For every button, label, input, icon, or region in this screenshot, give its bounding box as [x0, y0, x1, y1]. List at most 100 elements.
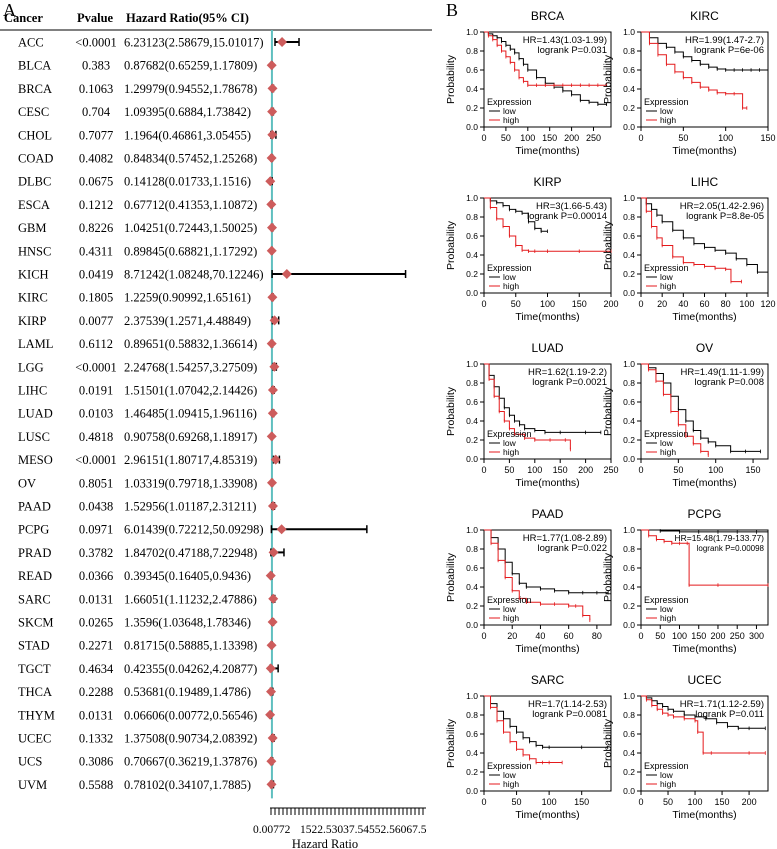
row-cancer-label: OV [18, 476, 36, 490]
hr-point [267, 501, 278, 511]
x-tick-label-start: 0.00772 [253, 824, 291, 836]
km-x-tick-label: 40 [535, 631, 545, 641]
km-title: OV [696, 341, 713, 355]
km-hr-text: HR=1.71(1.12-2.59) [680, 699, 764, 710]
km-panel-ucec: UCEC 0.0 0.2 0.4 0.6 0.8 1.0 0 50 100 150 200 Time(m… [602, 673, 769, 821]
km-x-tick-label: 0 [638, 133, 643, 143]
km-y-tick-label: 1.0 [623, 359, 635, 369]
hr-point [269, 315, 280, 326]
km-x-tick-label: 80 [592, 631, 602, 641]
km-x-tick-label: 150 [691, 631, 706, 641]
panel-letter-b: B [446, 0, 458, 20]
km-hr-text: HR=1.49(1.11-1.99) [680, 367, 764, 378]
row-pvalue: 0.0675 [79, 175, 113, 189]
km-title: SARC [531, 673, 565, 687]
km-x-axis-title: Time(months) [515, 477, 579, 489]
header-hazard-ratio: Hazard Ratio(95% CI) [126, 11, 249, 25]
km-legend-high: high [503, 115, 519, 125]
km-y-tick-label: 0.2 [466, 103, 478, 113]
km-x-axis-title: Time(months) [515, 809, 579, 821]
km-legend-low: low [503, 770, 517, 780]
km-frame [483, 363, 612, 460]
km-y-tick-label: 1.0 [466, 359, 478, 369]
km-y-tick-label: 0.8 [466, 378, 478, 388]
km-y-tick-label: 0.2 [623, 103, 635, 113]
km-legend-low: low [503, 106, 517, 116]
hr-point [276, 524, 287, 535]
km-y-tick-label: 0.2 [623, 767, 635, 777]
row-hr-ci: 2.37539(1.2571,4.48849) [124, 314, 251, 328]
km-legend-title: Expression [644, 429, 689, 439]
km-x-tick-label: 20 [657, 299, 667, 309]
row-cancer-label: DLBC [18, 175, 51, 189]
km-panel-kirc: KIRC 0.0 0.2 0.4 0.6 0.8 1.0 0 50 100 150 Time(mont… [602, 9, 776, 157]
km-y-tick-label: 0.8 [466, 46, 478, 56]
row-pvalue: 0.6112 [79, 337, 113, 351]
km-y-tick-label: 0.0 [623, 122, 635, 132]
km-y-tick-label: 0.8 [623, 378, 635, 388]
row-cancer-label: READ [18, 569, 52, 583]
km-frame [640, 363, 769, 460]
hr-point [265, 709, 276, 720]
km-x-axis-title: Time(months) [515, 145, 579, 157]
km-y-tick-label: 0.4 [623, 416, 635, 426]
km-x-tick-label: 0 [638, 631, 643, 641]
km-x-tick-label: 250 [586, 133, 601, 143]
row-hr-ci: 0.78102(0.34107,1.7885) [124, 778, 251, 792]
km-title: UCEC [687, 673, 721, 687]
km-legend-low: low [660, 106, 674, 116]
row-hr-ci: 0.89651(0.58832,1.36614) [124, 337, 257, 351]
km-x-tick-label: 0 [638, 299, 643, 309]
hr-point [266, 60, 277, 71]
km-x-tick-label: 20 [507, 631, 517, 641]
hr-point [267, 292, 278, 303]
km-x-tick-label: 100 [708, 465, 723, 475]
row-hr-ci: 0.87682(0.65259,1.17809) [124, 59, 257, 73]
km-panel-lihc: LIHC 0.0 0.2 0.4 0.6 0.8 1.0 0 20 40 60 80 100 120 Tim… [602, 175, 776, 323]
km-x-axis-title: Time(months) [672, 643, 736, 655]
km-logrank-text: logrank P=8.8e-05 [686, 211, 764, 222]
km-x-tick-label: 100 [718, 133, 733, 143]
x-axis-title: Hazard Ratio [292, 837, 358, 849]
km-y-tick-label: 1.0 [466, 27, 478, 37]
row-hr-ci: 0.53681(0.19489,1.4786) [124, 685, 251, 699]
km-y-tick-label: 0.8 [623, 46, 635, 56]
km-y-tick-label: 0.4 [466, 748, 478, 758]
km-logrank-text: logrank P=0.022 [538, 543, 607, 554]
km-panel-paad: PAAD 0.0 0.2 0.4 0.6 0.8 1.0 0 20 40 60 80 Time(mont… [445, 507, 612, 655]
hr-point [266, 477, 277, 488]
km-panel-sarc: SARC 0.0 0.2 0.4 0.6 0.8 1.0 0 50 100 150 Time(mont… [445, 673, 612, 821]
km-y-tick-label: 1.0 [466, 525, 478, 535]
row-hr-ci: 1.37508(0.90734,2.08392) [124, 732, 257, 746]
km-x-axis-title: Time(months) [515, 311, 579, 323]
km-x-tick-label: 50 [655, 631, 665, 641]
row-hr-ci: 0.39345(0.16405,0.9436) [124, 569, 251, 583]
km-y-axis-title: Probability [445, 552, 457, 602]
km-y-axis-title: Probability [445, 718, 457, 768]
km-x-tick-label: 150 [746, 465, 761, 475]
hr-point [267, 733, 278, 743]
km-y-tick-label: 0.8 [466, 212, 478, 222]
km-y-tick-label: 0.0 [623, 786, 635, 796]
km-x-tick-label: 0 [638, 797, 643, 807]
km-y-tick-label: 0.0 [623, 454, 635, 464]
km-logrank-text: logrank P=0.0081 [532, 709, 607, 720]
km-logrank-text: logrank P=6e-06 [694, 45, 764, 56]
header-cancer: Cancer [4, 11, 43, 25]
km-y-tick-label: 1.0 [623, 27, 635, 37]
hr-point [266, 153, 277, 163]
km-x-axis-title: Time(months) [672, 477, 736, 489]
km-title: KIRP [533, 175, 561, 189]
km-y-tick-label: 0.2 [623, 601, 635, 611]
km-hr-text: HR=1.77(1.08-2.89) [523, 533, 607, 544]
row-cancer-label: KIRP [18, 314, 47, 328]
hr-point [266, 686, 277, 697]
km-y-axis-title: Probability [602, 718, 614, 768]
row-cancer-label: KIRC [18, 291, 48, 305]
km-y-axis-title: Probability [602, 552, 614, 602]
row-pvalue: 0.0131 [79, 592, 113, 606]
hr-point [266, 431, 277, 442]
row-pvalue: 0.1212 [79, 198, 113, 212]
km-panel-luad: LUAD 0.0 0.2 0.4 0.6 0.8 1.0 0 50 100 150 200 250 Tim… [445, 341, 619, 489]
row-hr-ci: 1.2259(0.90992,1.65161) [124, 291, 251, 305]
